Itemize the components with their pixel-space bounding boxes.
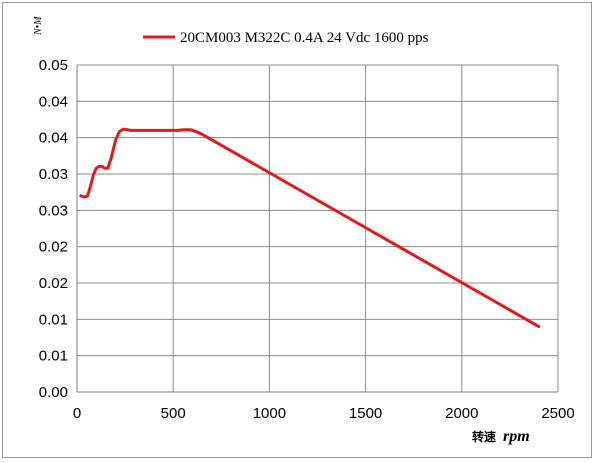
grid <box>76 64 559 393</box>
x-axis-label-cjk: 转速 <box>472 429 496 444</box>
x-tick-label: 500 <box>161 405 186 422</box>
y-tick-labels: 0.00 0.01 0.01 0.02 0.02 0.03 0.03 0.04 0.04 0.05 <box>39 57 68 401</box>
y-axis-label: N•M <box>33 16 44 36</box>
y-tick-label: 0.00 <box>39 384 68 401</box>
y-tick-label: 0.02 <box>39 239 68 256</box>
x-tick-label: 2500 <box>541 405 574 422</box>
x-tick-labels: 0 500 1000 1500 2000 2500 <box>73 405 575 422</box>
x-tick-label: 1500 <box>349 405 382 422</box>
legend-label: 20CM003 M322C 0.4A 24 Vdc 1600 pps <box>180 30 429 46</box>
y-tick-label: 0.04 <box>39 130 68 147</box>
x-tick-label: 1000 <box>253 405 286 422</box>
x-axis-label-unit: rpm <box>503 428 530 445</box>
series-line-0 <box>79 127 541 329</box>
y-tick-label: 0.03 <box>39 202 68 219</box>
legend: 20CM003 M322C 0.4A 24 Vdc 1600 pps <box>143 30 429 46</box>
axes <box>76 65 558 393</box>
y-tick-label: 0.02 <box>39 275 68 292</box>
x-tick-label: 0 <box>73 405 81 422</box>
x-tick-label: 2000 <box>445 405 478 422</box>
y-tick-label: 0.01 <box>39 348 68 365</box>
y-tick-label: 0.03 <box>39 166 68 183</box>
chart-frame <box>2 2 592 458</box>
y-tick-label: 0.01 <box>39 311 68 328</box>
series-layer <box>79 127 541 329</box>
y-tick-label: 0.04 <box>39 93 68 110</box>
y-tick-label: 0.05 <box>39 57 68 74</box>
